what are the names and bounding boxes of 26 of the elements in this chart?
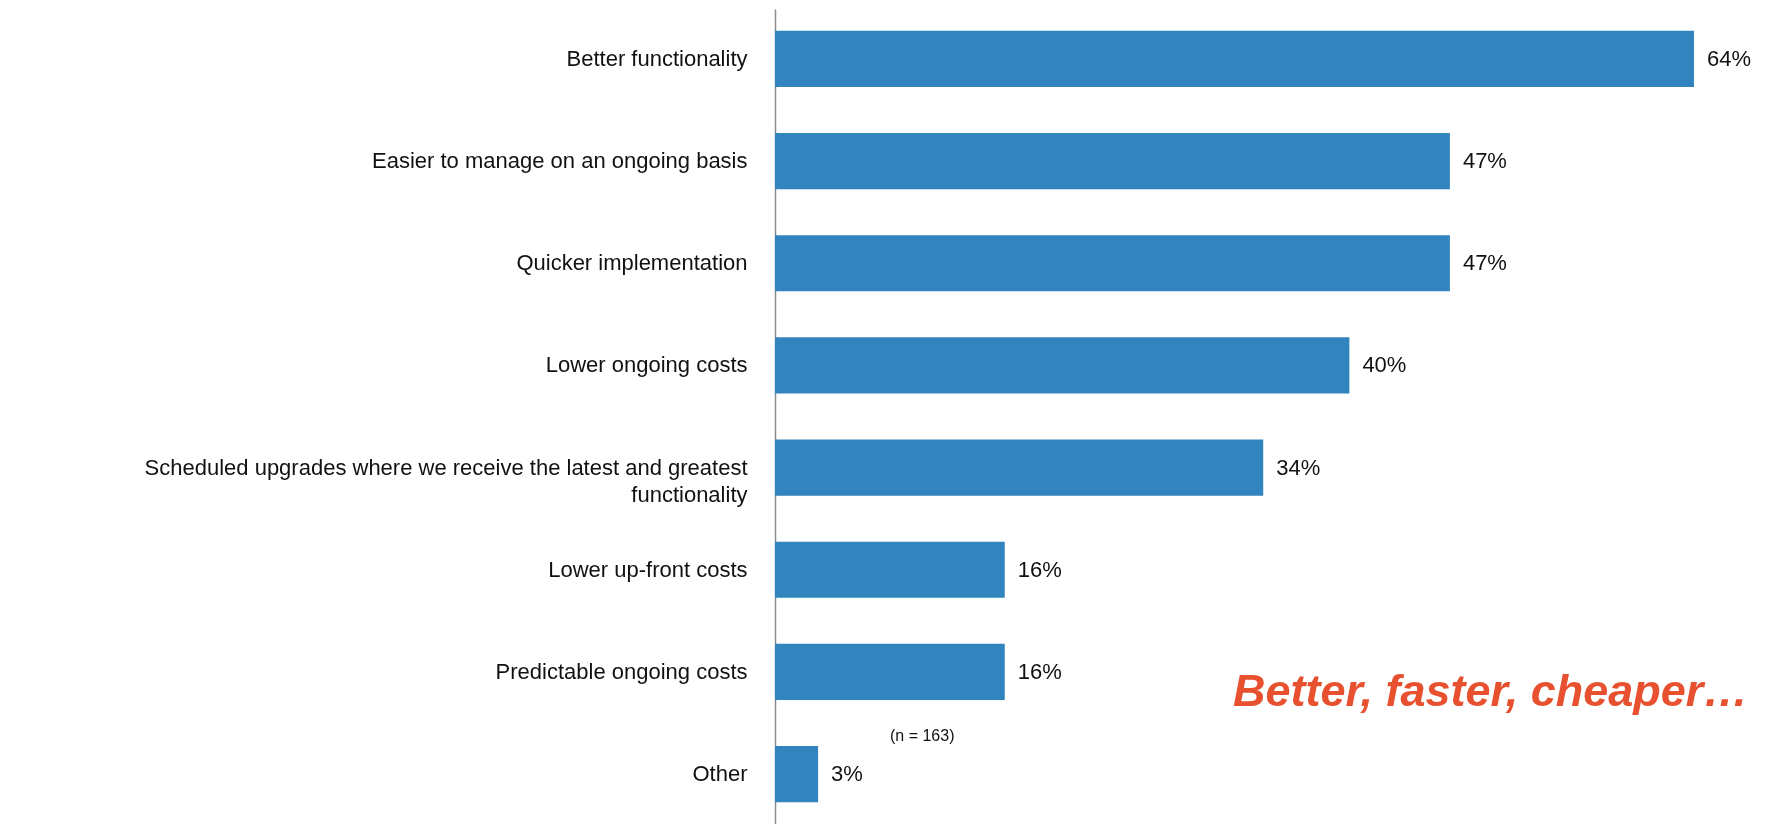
bar (775, 235, 1450, 292)
data-label: 16% (1017, 658, 1062, 684)
y-tick-label: Scheduled upgrades where we receive the latest and greatest functionality (144, 454, 748, 507)
bar (775, 133, 1450, 190)
y-tick-label: Lower up-front costs (548, 556, 748, 582)
data-label: 34% (1276, 454, 1321, 480)
y-tick-label: Better functionality (566, 45, 748, 71)
bar (775, 439, 1264, 496)
y-tick-label: Predictable ongoing costs (495, 658, 748, 684)
annotation: Better, faster, cheaper… (1233, 665, 1749, 716)
bar (775, 745, 819, 803)
data-label: 40% (1362, 352, 1407, 378)
bar (775, 541, 1005, 598)
y-tick-label: Quicker implementation (516, 250, 748, 276)
bar (775, 337, 1350, 394)
data-label: 16% (1017, 556, 1062, 582)
y-tick-label: Easier to manage on an ongoing basis (372, 148, 748, 174)
bar (775, 30, 1694, 88)
data-label: 47% (1462, 250, 1507, 276)
data-label: 64% (1707, 45, 1752, 71)
bar (775, 643, 1005, 700)
y-tick-label: Other (692, 761, 748, 787)
data-label: 3% (831, 761, 863, 787)
annotation: (n = 163) (890, 727, 955, 744)
data-label: 47% (1462, 148, 1507, 174)
y-tick-label: Lower ongoing costs (545, 352, 748, 378)
